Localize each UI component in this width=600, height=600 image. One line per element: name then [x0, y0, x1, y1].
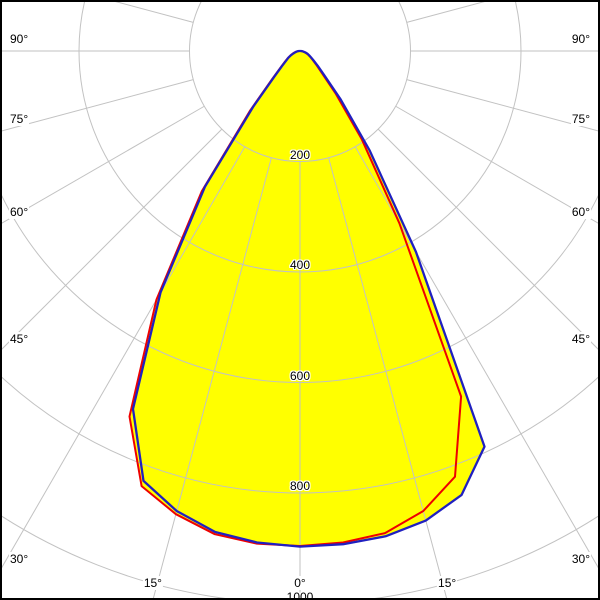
angle-label-left-45: 45° [9, 332, 30, 346]
angle-label-left-90: 90° [9, 32, 30, 46]
ring-label-800: 800 [289, 479, 311, 493]
angle-label-right-45: 45° [570, 332, 591, 346]
ring-label-200: 200 [289, 147, 311, 162]
angle-label-right-75: 75° [570, 112, 591, 127]
angle-label-left-60: 60° [9, 205, 30, 220]
grid-radial [115, 2, 194, 23]
angle-label-bottom-left-15: 15° [142, 576, 163, 590]
grid-radial [2, 105, 205, 224]
grid-radial [2, 146, 246, 569]
grid-radial [354, 146, 598, 569]
grid-radial [395, 105, 598, 224]
grid-radial [2, 79, 194, 132]
grid-radial [406, 79, 598, 132]
grid-radial [328, 157, 448, 598]
ring-label-1000: 1000 [286, 589, 314, 600]
blue-curve [131, 49, 486, 548]
angle-label-left-75: 75° [9, 112, 30, 127]
angle-label-right-60: 60° [570, 205, 591, 220]
grid-radial [377, 128, 598, 350]
angle-label-left-30: 30° [9, 551, 30, 566]
grid-radial [152, 157, 272, 598]
angle-label-bottom-right-15: 15° [437, 576, 458, 590]
grid-radial [406, 2, 485, 23]
beam-fill [129, 51, 485, 547]
ring-label-400: 400 [289, 258, 311, 272]
grid-radial [2, 128, 223, 350]
angle-label-bottom-0: 0° [293, 576, 307, 590]
ring-label-600: 600 [289, 368, 311, 383]
angle-label-right-30: 30° [570, 551, 591, 566]
angle-label-right-90: 90° [570, 32, 591, 46]
